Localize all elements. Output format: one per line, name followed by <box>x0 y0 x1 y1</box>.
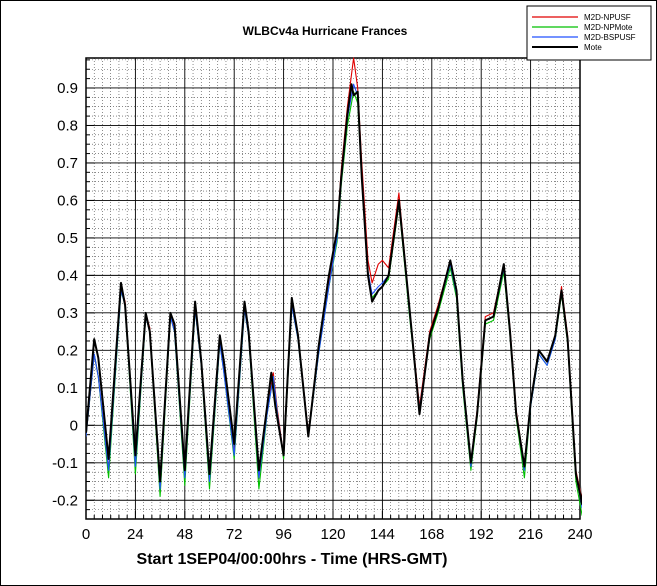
chart-title: WLBCv4a Hurricane Frances <box>243 24 408 38</box>
series-line-m2d-npusf <box>86 57 582 501</box>
y-tick-label: 0.7 <box>57 155 78 172</box>
legend-label: M2D-NPMote <box>584 23 633 32</box>
x-tick-label: 240 <box>567 526 592 543</box>
series-layer <box>86 57 582 516</box>
x-tick-label: 96 <box>275 526 292 543</box>
legend-label: M2D-NPUSF <box>584 13 631 22</box>
y-tick-label: -0.2 <box>52 492 78 509</box>
x-tick-label: 216 <box>518 526 543 543</box>
y-tick-label: 0.8 <box>57 117 78 134</box>
y-axis-ticks: -0.2 -0.1 0 0.1 0.2 0.3 0.4 0.5 0.6 0.7 0.8 0.9 <box>52 80 78 509</box>
x-tick-label: 0 <box>82 526 90 543</box>
x-tick-label: 192 <box>469 526 494 543</box>
minor-ticks <box>85 59 581 520</box>
legend-box <box>526 5 652 61</box>
y-tick-label: 0.2 <box>57 342 78 359</box>
x-tick-label: 168 <box>419 526 444 543</box>
x-tick-label: 144 <box>370 526 395 543</box>
x-axis-ticks: 0 24 48 72 96 120 144 168 192 216 240 <box>82 526 593 543</box>
y-tick-label: 0.6 <box>57 192 78 209</box>
x-axis-label: Start 1SEP04/00:00hrs - Time (HRS-GMT) <box>137 551 448 568</box>
y-tick-label: 0.1 <box>57 380 78 397</box>
legend-label: M2D-BSPUSF <box>584 33 636 42</box>
x-tick-label: 48 <box>176 526 193 543</box>
legend-label: Mote <box>584 43 602 52</box>
y-tick-label: -0.1 <box>52 455 78 472</box>
y-tick-label: 0.3 <box>57 305 78 322</box>
y-tick-label: 0.9 <box>57 80 78 97</box>
x-tick-label: 120 <box>320 526 345 543</box>
y-tick-label: 0.4 <box>57 267 78 284</box>
x-tick-label: 24 <box>127 526 144 543</box>
x-tick-label: 72 <box>226 526 243 543</box>
y-tick-label: 0 <box>70 417 78 434</box>
series-line-mote <box>86 83 582 505</box>
y-tick-label: 0.5 <box>57 230 78 247</box>
